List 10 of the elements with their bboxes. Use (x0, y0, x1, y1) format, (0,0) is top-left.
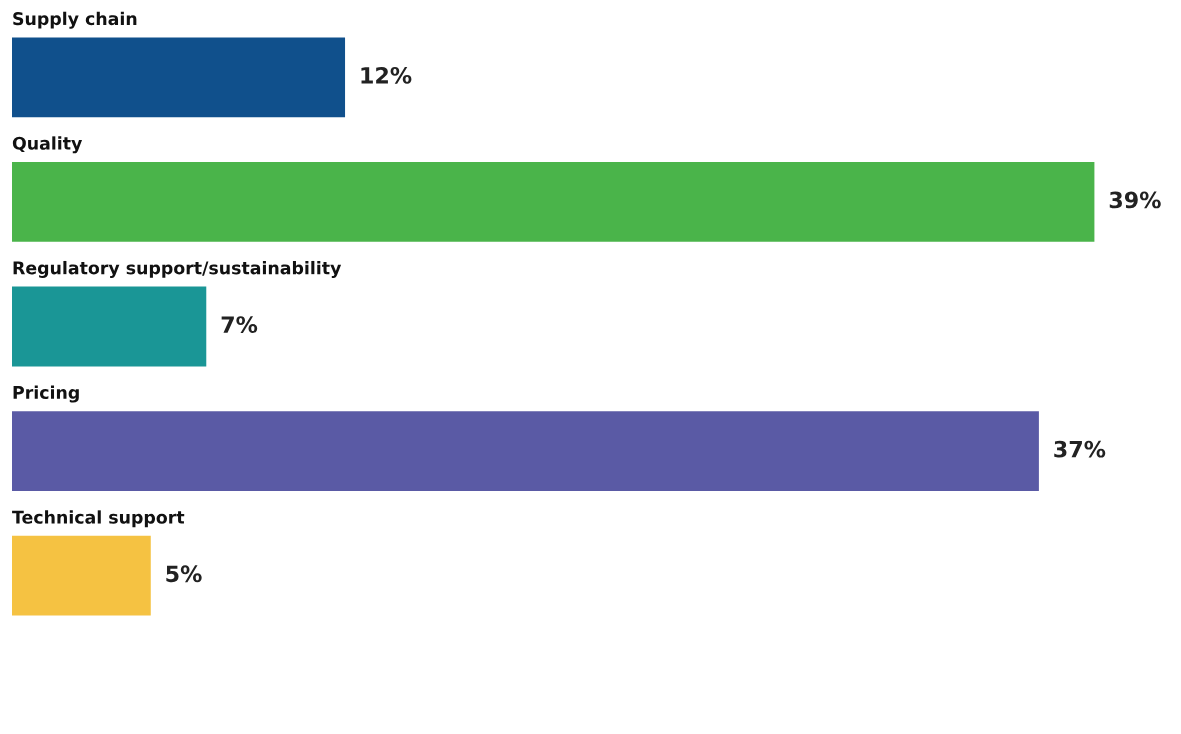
data-label: 7% (221, 316, 258, 333)
data-label: 37% (1054, 440, 1106, 458)
data-label: 5% (166, 565, 202, 583)
y-tick-label: Pricing (13, 385, 79, 403)
y-tick-label: Supply chain (13, 11, 137, 29)
data-label: 12% (361, 66, 412, 84)
y-tick-label: Regulatory support/sustainability (13, 260, 342, 278)
data-label: 39% (1109, 191, 1161, 209)
y-tick-label: Technical support (12, 510, 185, 528)
y-tick-label: Quality (12, 136, 83, 154)
